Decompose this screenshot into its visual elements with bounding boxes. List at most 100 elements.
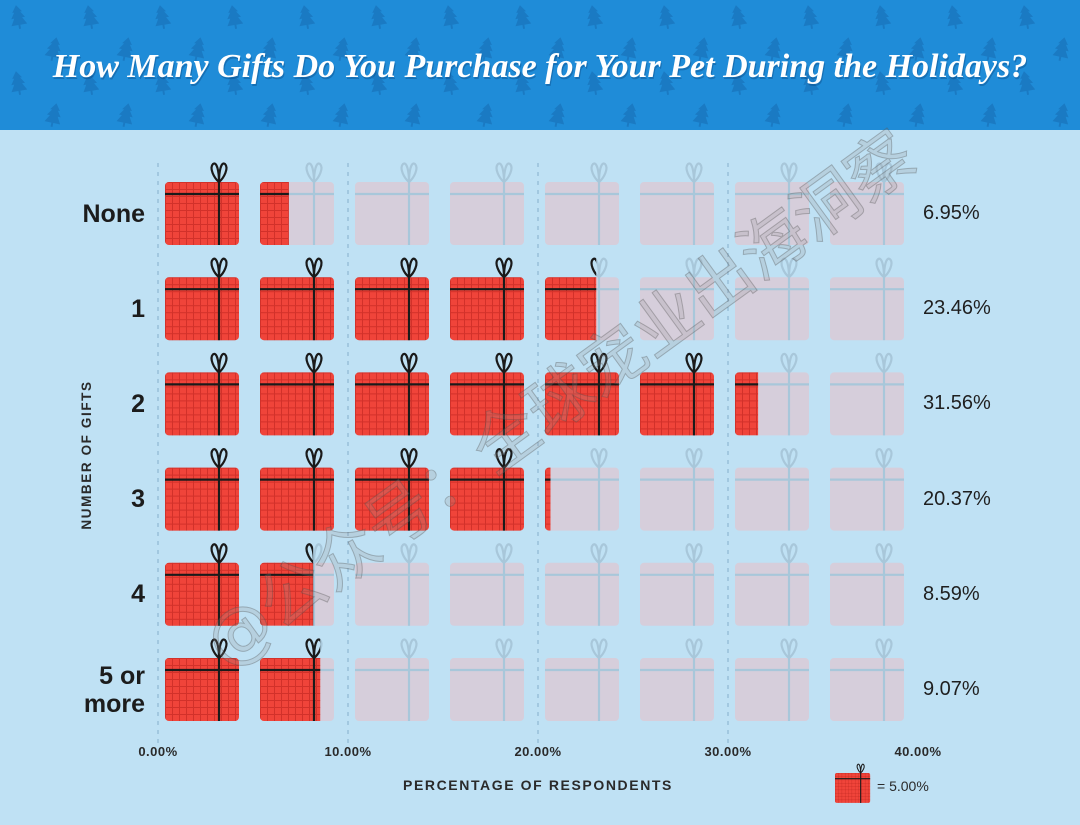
value-label: 6.95% bbox=[923, 182, 1043, 245]
gift-bow bbox=[875, 543, 893, 564]
gift-icon bbox=[355, 162, 429, 245]
gift-bow bbox=[590, 638, 608, 660]
gift-icon bbox=[735, 372, 759, 436]
gift-icon bbox=[545, 638, 619, 721]
value-label: 8.59% bbox=[923, 563, 1043, 626]
gift-icon bbox=[260, 448, 334, 531]
gift-bow bbox=[210, 352, 228, 374]
gift-box bbox=[640, 658, 714, 721]
gift-plaid bbox=[260, 182, 289, 245]
gift-box bbox=[640, 182, 714, 245]
gift-bow bbox=[210, 638, 228, 660]
value-label: 9.07% bbox=[923, 658, 1043, 721]
gift-icon bbox=[735, 257, 809, 341]
gift-bow bbox=[305, 162, 323, 184]
gift-icon bbox=[640, 257, 714, 341]
gift-icon bbox=[735, 448, 809, 531]
gift-box bbox=[830, 562, 904, 626]
gift-bow bbox=[400, 352, 418, 374]
gift-box bbox=[545, 467, 619, 531]
gift-icon bbox=[165, 638, 239, 721]
gift-bow bbox=[590, 162, 608, 184]
gift-bow bbox=[780, 638, 798, 660]
gift-box bbox=[830, 467, 904, 531]
gift-plaid bbox=[355, 277, 429, 341]
gift-box bbox=[640, 467, 714, 531]
value-label-text: 9.07% bbox=[923, 678, 980, 700]
value-label-text: 31.56% bbox=[923, 392, 991, 415]
gift-box bbox=[355, 562, 429, 626]
gift-bow bbox=[305, 543, 323, 564]
gift-box bbox=[545, 562, 619, 626]
gift-box bbox=[830, 277, 904, 341]
gift-partial-fill bbox=[260, 638, 321, 721]
gift-partial-fill bbox=[735, 372, 759, 436]
gift-bow bbox=[400, 257, 418, 279]
gift-plaid bbox=[545, 467, 551, 531]
gift-bow bbox=[305, 257, 323, 279]
gift-bow bbox=[400, 638, 418, 660]
gift-plaid bbox=[355, 372, 429, 436]
row-label: 1 bbox=[73, 277, 145, 340]
christmas-tree-pattern bbox=[0, 0, 1080, 130]
gift-bow bbox=[685, 352, 703, 374]
value-label: 31.56% bbox=[923, 372, 1043, 435]
gift-icon bbox=[545, 162, 619, 245]
gift-icon bbox=[830, 257, 904, 341]
row-label: None bbox=[73, 182, 146, 245]
gift-plaid bbox=[835, 773, 871, 803]
gift-plaid bbox=[260, 372, 334, 436]
x-tick-label: 20.00% bbox=[514, 744, 561, 759]
gift-plaid bbox=[260, 658, 321, 721]
gift-icon bbox=[355, 448, 429, 531]
gift-icon bbox=[450, 448, 524, 531]
gift-icon bbox=[260, 352, 334, 436]
gift-icon bbox=[830, 352, 904, 436]
gift-plaid bbox=[450, 372, 524, 436]
gift-box bbox=[830, 372, 904, 436]
gift-box bbox=[545, 658, 619, 721]
gift-bow bbox=[400, 162, 418, 184]
row-label: 2 bbox=[73, 372, 145, 435]
gift-icon bbox=[450, 543, 524, 626]
gift-icon bbox=[165, 448, 239, 531]
value-label-text: 23.46% bbox=[923, 297, 991, 320]
value-label: 20.37% bbox=[923, 468, 1043, 531]
gift-plaid bbox=[545, 277, 597, 341]
gift-plaid bbox=[165, 182, 239, 245]
gift-icon bbox=[165, 162, 239, 245]
gift-bow bbox=[590, 448, 608, 469]
gift-icon bbox=[165, 352, 239, 436]
x-axis-label: PERCENTAGE OF RESPONDENTS bbox=[403, 777, 673, 793]
row-label-text: 4 bbox=[131, 580, 145, 609]
gift-bow bbox=[875, 162, 893, 184]
gift-icon bbox=[545, 352, 619, 436]
gift-bow bbox=[685, 162, 703, 184]
bar-row bbox=[165, 543, 904, 626]
gift-box bbox=[830, 658, 904, 721]
gift-icon bbox=[260, 638, 321, 721]
gift-box bbox=[450, 658, 524, 721]
gift-box bbox=[735, 562, 809, 626]
gift-box bbox=[735, 182, 809, 245]
gift-bow bbox=[400, 448, 418, 469]
gift-icon bbox=[260, 182, 289, 245]
gift-box bbox=[640, 562, 714, 626]
gift-icon bbox=[450, 162, 524, 245]
x-tick-label: 30.00% bbox=[704, 744, 751, 759]
gift-icon bbox=[450, 352, 524, 436]
gift-icon bbox=[545, 543, 619, 626]
gift-icon bbox=[260, 543, 314, 626]
gift-bow bbox=[780, 162, 798, 184]
row-label: 3 bbox=[73, 468, 145, 531]
gift-bow bbox=[210, 543, 228, 564]
gift-icon bbox=[640, 543, 714, 626]
gift-bow bbox=[875, 257, 893, 279]
gift-icon bbox=[735, 638, 809, 721]
gift-box bbox=[545, 182, 619, 245]
gift-icon bbox=[450, 257, 524, 341]
gift-bow bbox=[590, 352, 608, 374]
gift-icon bbox=[640, 638, 714, 721]
gift-bow bbox=[780, 543, 798, 564]
